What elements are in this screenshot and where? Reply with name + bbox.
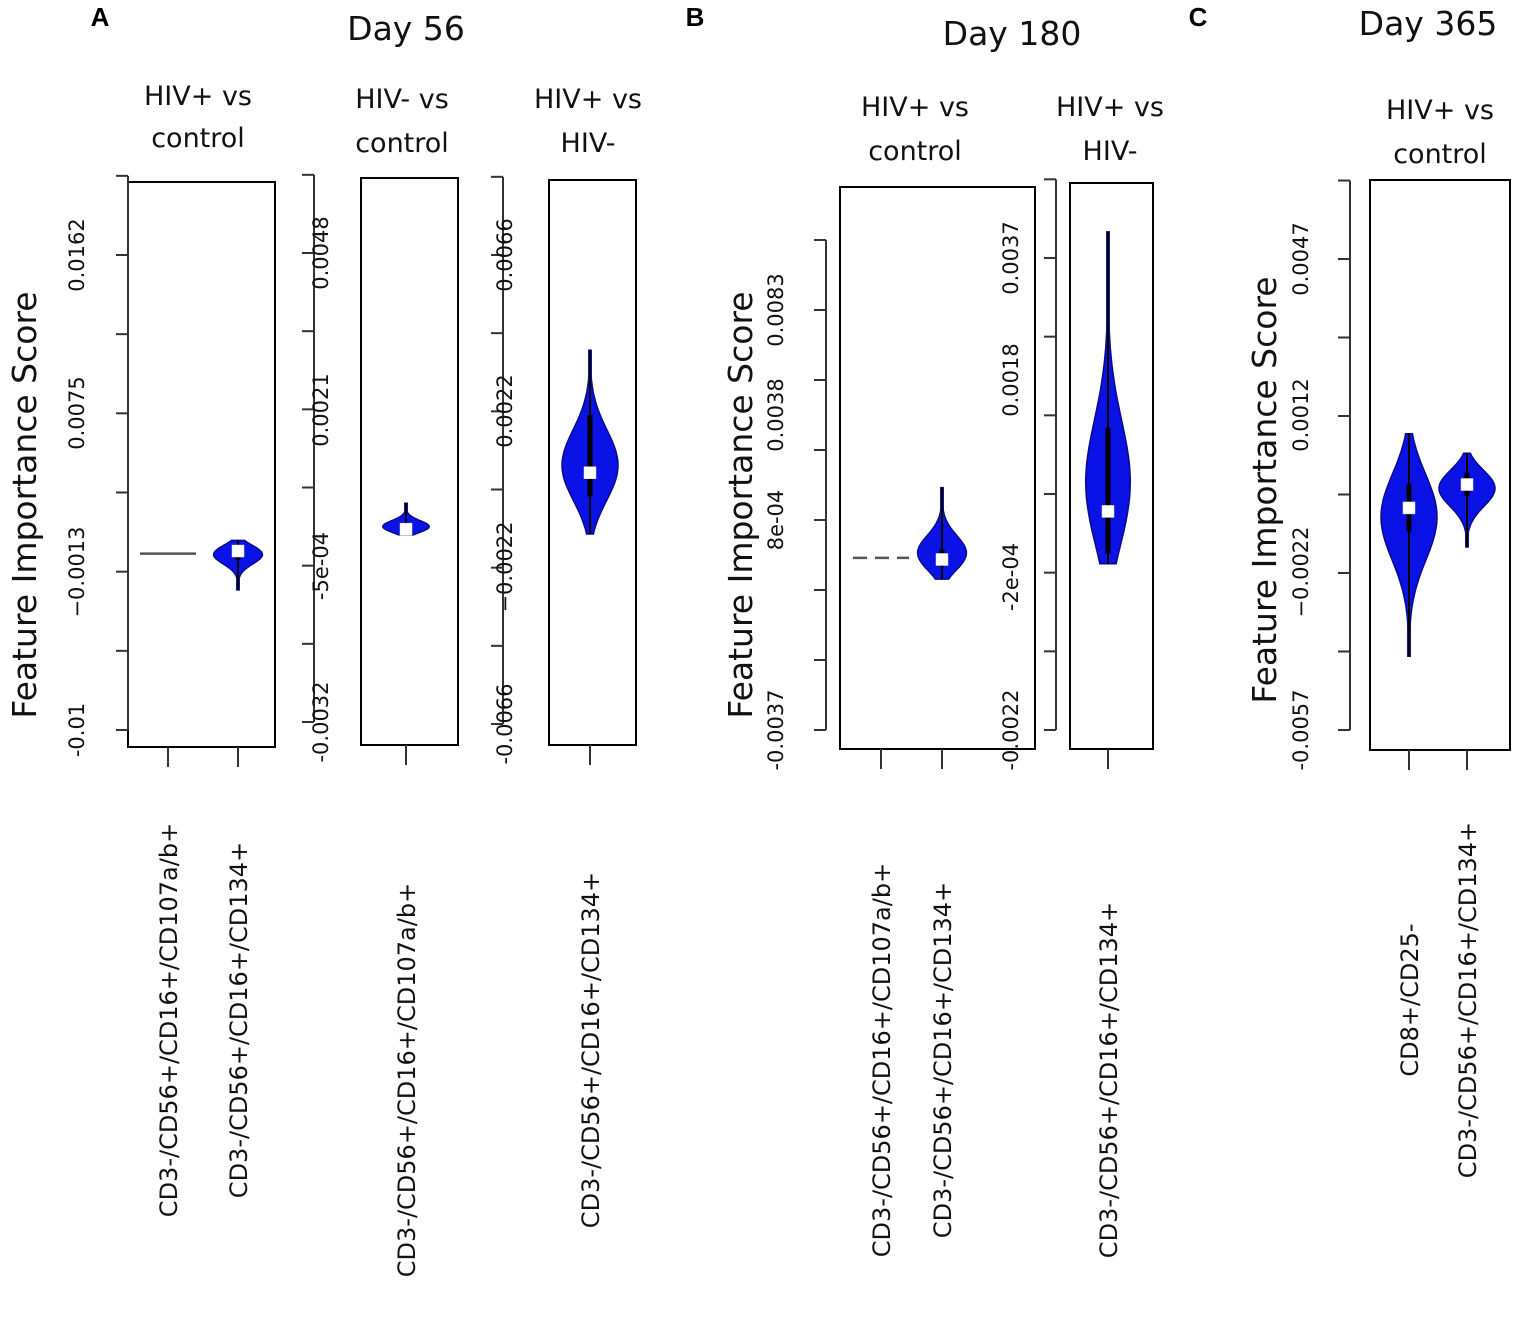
chart-panel-2: HIV- vs control 0.0048 0.0021 -5e-04 -0.0032 C… xyxy=(302,84,459,1277)
y-tick-label: 0.0047 xyxy=(1289,222,1313,295)
median-marker xyxy=(399,522,413,536)
y-tick-label: 0.0037 xyxy=(999,221,1023,294)
comparison-title: HIV+ vs xyxy=(1056,92,1164,123)
y-tick-label: 0.0021 xyxy=(309,373,333,446)
comparison-title: HIV+ vs xyxy=(534,84,642,115)
day-title: Day 365 xyxy=(1359,4,1498,43)
category-label: CD3-/CD56+/CD16+/CD134+ xyxy=(929,882,957,1238)
y-tick-label: 0.0066 xyxy=(493,218,517,291)
comparison-title: HIV- xyxy=(1083,136,1138,167)
comparison-title: control xyxy=(868,136,962,167)
median-marker xyxy=(935,553,949,566)
y-tick-label: 0.0012 xyxy=(1289,378,1313,451)
panel-letter: A xyxy=(91,2,110,32)
chart-panel-3: HIV+ vs HIV- 0.0066 0.0022 −0.0022 -0.0066 CD3… xyxy=(491,84,642,1228)
plot-frame xyxy=(1369,179,1511,751)
y-tick-label: -0.0032 xyxy=(309,681,333,762)
median-marker xyxy=(1402,501,1416,515)
y-tick-label: -0.0022 xyxy=(999,689,1023,770)
comparison-title: HIV- xyxy=(561,128,616,159)
y-tick-label: -0.0066 xyxy=(493,683,517,764)
y-tick-label: -0.01 xyxy=(65,703,89,757)
panel-letter: C xyxy=(1189,2,1208,32)
y-tick-label: 0.0075 xyxy=(65,376,89,449)
y-axis-title: Feature Importance Score xyxy=(1245,276,1284,703)
category-label: CD3-/CD56+/CD16+/CD107a/b+ xyxy=(868,863,896,1257)
chart-panel-5: HIV+ vs HIV- 0.0037 0.0018 -2e-04 -0.0022 CD3-… xyxy=(999,92,1164,1258)
plot-frame xyxy=(360,177,459,746)
median-marker xyxy=(1460,478,1474,491)
category-label: CD3-/CD56+/CD16+/CD134+ xyxy=(1095,902,1123,1258)
y-tick-label: 0.0162 xyxy=(65,218,89,291)
y-axis-title: Feature Importance Score xyxy=(721,291,760,718)
comparison-title: HIV- vs xyxy=(355,84,449,115)
y-tick-label: -2e-04 xyxy=(999,543,1023,611)
day-title: Day 56 xyxy=(347,9,465,48)
plot-frame xyxy=(548,179,637,746)
comparison-title: control xyxy=(1393,139,1487,170)
plot-frame xyxy=(1069,182,1154,750)
comparison-title: control xyxy=(355,128,449,159)
y-axis-title: Feature Importance Score xyxy=(5,291,44,718)
comparison-title: HIV+ vs xyxy=(861,92,969,123)
median-marker xyxy=(1101,505,1115,518)
category-label: CD3-/CD56+/CD16+/CD107a/b+ xyxy=(155,823,183,1217)
y-tick-label: −0.0013 xyxy=(65,526,89,617)
y-tick-label: 0.0038 xyxy=(764,378,788,451)
median-marker xyxy=(583,466,597,479)
y-tick-label: 8e-04 xyxy=(764,490,788,551)
y-tick-label: -5e-04 xyxy=(309,532,333,600)
y-tick-label: -0.0057 xyxy=(1289,689,1313,770)
chart-panel-6: Day 365 C HIV+ vs control Feature Importance… xyxy=(1189,2,1511,1178)
comparison-title: HIV+ vs xyxy=(144,81,252,112)
y-tick-label: 0.0022 xyxy=(493,374,517,447)
y-tick-label: −0.0022 xyxy=(1289,526,1313,617)
category-label: CD3-/CD56+/CD16+/CD134+ xyxy=(577,872,605,1228)
y-tick-label: -0.0037 xyxy=(764,689,788,770)
category-label: CD3-/CD56+/CD16+/CD107a/b+ xyxy=(393,883,421,1277)
category-label: CD8+/CD25- xyxy=(1396,923,1424,1076)
y-tick-label: 0.0018 xyxy=(999,343,1023,416)
panel-letter: B xyxy=(686,2,705,32)
day-title: Day 180 xyxy=(943,14,1082,53)
y-tick-label: −0.0022 xyxy=(493,521,517,612)
comparison-title: control xyxy=(151,123,245,154)
comparison-title: HIV+ vs xyxy=(1386,95,1494,126)
plot-frame xyxy=(839,186,1036,750)
category-label: CD3-/CD56+/CD16+/CD134+ xyxy=(225,842,253,1198)
chart-panel-1: Day 56 A HIV+ vs control Feature Importance … xyxy=(5,2,465,1217)
category-label: CD3-/CD56+/CD16+/CD134+ xyxy=(1454,822,1482,1178)
plot-frame xyxy=(127,181,276,748)
y-tick-label: 0.0083 xyxy=(764,273,788,346)
median-marker xyxy=(231,544,245,558)
y-tick-label: 0.0048 xyxy=(309,216,333,289)
chart-panel-4: Day 180 B HIV+ vs control Feature Importance… xyxy=(686,2,1082,1257)
